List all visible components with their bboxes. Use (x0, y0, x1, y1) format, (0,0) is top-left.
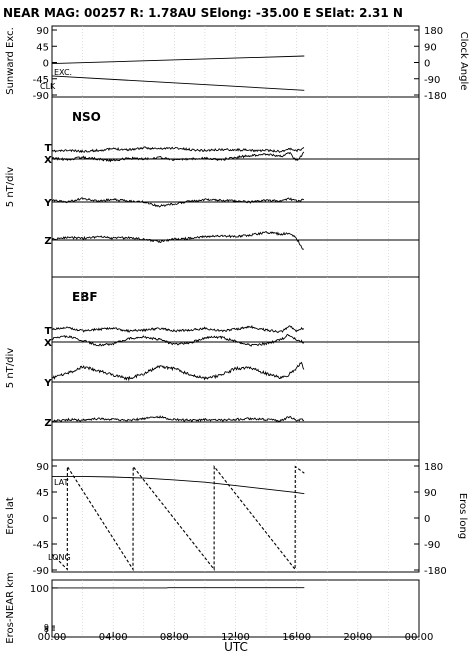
ebf-trace-label-t: T (45, 326, 52, 337)
eros-right-tick-label: 90 (424, 488, 437, 499)
range-tick-label: 8 (44, 625, 49, 634)
nso-trace-label-y: Y (43, 198, 52, 209)
clk-label: CLK (40, 82, 56, 91)
sunward-right-tick-label: 0 (424, 59, 430, 70)
tick-layer: 00:00 04:00 08:00 12:00 16:00 20:00 00:0090450… (30, 26, 447, 643)
long-label: LONG (48, 553, 71, 562)
sunward-series-exc (51, 55, 305, 65)
ebf-trace-t (52, 324, 305, 334)
sunward-left-tick-label: 90 (36, 26, 49, 37)
sunward-left-tick-label: -45 (33, 75, 49, 86)
eros-right-tick-label: -90 (424, 540, 440, 551)
eros-left-tick-label: 90 (36, 462, 49, 473)
x-tick-label: 00:00 (38, 632, 67, 643)
eros-long-series (51, 464, 305, 572)
x-tick-label: 04:00 (99, 632, 128, 643)
x-tick-label: 00:00 (405, 632, 434, 643)
eros-left-tick-label: 45 (36, 488, 49, 499)
ebf-trace-label-z: Z (44, 418, 51, 429)
eros-right-label: Eros long (457, 493, 468, 539)
nso-trace-label-z: Z (44, 236, 51, 247)
eros-right-tick-label: 180 (424, 462, 443, 473)
range-tick-label: 9 (44, 623, 49, 632)
ebf-tag: EBF (72, 290, 98, 304)
sunward-left-label: Sunward Exc. (5, 27, 16, 95)
nso-trace-label-t: T (45, 143, 52, 154)
sunward-left-tick-label: 45 (36, 42, 49, 53)
ebf-trace-y (52, 361, 305, 382)
x-tick-label: 08:00 (160, 632, 189, 643)
sunward-series-clk (51, 75, 305, 91)
eros-left-tick-label: -90 (33, 566, 49, 577)
nso-side-label: 5 nT/div (5, 167, 16, 207)
ebf-trace-x (52, 333, 304, 347)
ebf-trace-z (52, 415, 305, 423)
sunward-right-tick-label: 90 (424, 42, 437, 53)
nso-trace-z (51, 231, 305, 250)
nso-trace-y (52, 197, 305, 208)
sunward-right-tick-label: 180 (424, 26, 443, 37)
ebf-side-label: 5 nT/div (5, 348, 16, 388)
figure-title: NEAR MAG: 00257 R: 1.78AU SElong: -35.00… (3, 6, 403, 20)
x-axis-label: UTC (224, 640, 248, 654)
exc-label: EXC. (54, 68, 72, 77)
range-tick-label: 100 (30, 584, 49, 595)
eros-right-tick-label: -180 (424, 566, 447, 577)
lat-label: LAT (54, 478, 68, 487)
eros-lat-series (52, 475, 305, 495)
sunward-right-tick-label: -180 (424, 91, 447, 102)
nso-trace-t (51, 146, 305, 154)
ebf-trace-label-y: Y (43, 378, 52, 389)
range-tick-label: 7 (44, 627, 49, 636)
sunward-left-tick-label: 0 (43, 59, 49, 70)
sunward-right-tick-label: -90 (424, 75, 440, 86)
eros-left-tick-label: 0 (43, 514, 49, 525)
grid-layer (82, 26, 389, 637)
x-tick-label: 20:00 (343, 632, 372, 643)
nso-trace-label-x: X (44, 155, 52, 166)
eros-left-label: Eros lat (5, 497, 16, 535)
nso-trace-x (51, 151, 305, 163)
eros-left-tick-label: -45 (33, 540, 49, 551)
nso-tag: NSO (72, 110, 101, 124)
x-tick-label: 12:00 (221, 632, 250, 643)
x-tick-label: 16:00 (282, 632, 311, 643)
ebf-trace-label-x: X (44, 338, 52, 349)
range-left-label: Eros-NEAR km (5, 572, 16, 643)
sunward-right-label: Clock Angle (458, 32, 469, 91)
eros-right-tick-label: 0 (424, 514, 430, 525)
sunward-left-tick-label: -90 (33, 91, 49, 102)
